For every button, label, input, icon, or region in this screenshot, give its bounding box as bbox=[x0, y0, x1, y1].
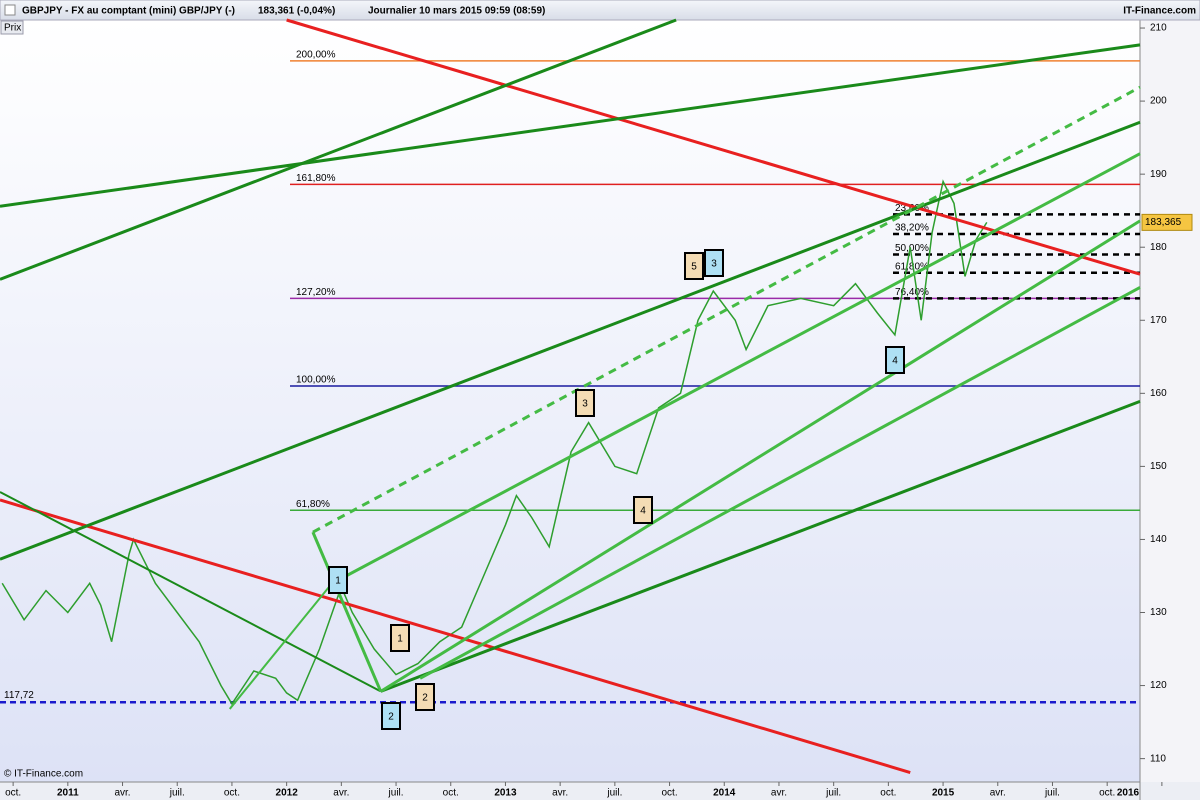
trendline bbox=[312, 85, 1141, 534]
retracement-label: 50,00% bbox=[895, 243, 929, 254]
brand: IT-Finance.com bbox=[1123, 6, 1196, 17]
x-tick-label: avr. bbox=[771, 788, 787, 799]
last-price-box bbox=[1141, 213, 1193, 231]
fib-label: 200,00% bbox=[296, 50, 336, 61]
trendline bbox=[0, 43, 1141, 208]
y-tick-label: 170 bbox=[1150, 315, 1167, 326]
fib-label: 127,20% bbox=[296, 287, 336, 298]
x-tick-label: oct. bbox=[5, 788, 21, 799]
y-tick-label: 140 bbox=[1150, 534, 1167, 545]
axis-label-box bbox=[0, 20, 24, 35]
x-tick-label: avr. bbox=[114, 788, 130, 799]
wave-box bbox=[390, 624, 410, 652]
x-tick-label: avr. bbox=[990, 788, 1006, 799]
x-tick-label: avr. bbox=[333, 788, 349, 799]
wave-box bbox=[684, 252, 704, 280]
x-tick-label: 2014 bbox=[713, 788, 736, 799]
x-tick-label: avr. bbox=[552, 788, 568, 799]
y-tick-label: 190 bbox=[1150, 169, 1167, 180]
trendline bbox=[419, 286, 1141, 680]
y-tick-label: 130 bbox=[1150, 607, 1167, 618]
plot-area bbox=[0, 20, 1140, 782]
x-tick-label: 2015 bbox=[932, 788, 955, 799]
trendline bbox=[286, 18, 1141, 276]
x-tick-label: 2012 bbox=[276, 788, 299, 799]
instrument: GBPJPY - FX au comptant (mini) GBP/JPY (… bbox=[22, 6, 235, 17]
x-axis-strip bbox=[0, 782, 1200, 800]
retracement-label: 76,40% bbox=[895, 287, 929, 298]
x-tick-label: juil. bbox=[169, 788, 185, 799]
x-tick-label: oct. bbox=[661, 788, 677, 799]
fib-label: 100,00% bbox=[296, 375, 336, 386]
wave-label: 1 bbox=[397, 634, 403, 645]
retracement-label: 38,20% bbox=[895, 223, 929, 234]
trendline bbox=[0, 491, 382, 693]
wave-box bbox=[885, 346, 905, 374]
wave-label: 5 bbox=[691, 262, 697, 273]
wave-box bbox=[633, 496, 653, 524]
y-tick-label: 120 bbox=[1150, 680, 1167, 691]
wave-box bbox=[415, 683, 435, 711]
trendline bbox=[311, 531, 383, 692]
x-tick-label: juil. bbox=[388, 788, 404, 799]
y-tick-label: 160 bbox=[1150, 388, 1167, 399]
y-tick-label: 180 bbox=[1150, 242, 1167, 253]
x-tick-label: juil. bbox=[606, 788, 622, 799]
wave-label: 3 bbox=[582, 399, 588, 410]
fib-label: 161,80% bbox=[296, 173, 336, 184]
menu-icon[interactable] bbox=[4, 4, 16, 16]
x-tick-label: oct. bbox=[880, 788, 896, 799]
last-price: 183,365 bbox=[1145, 217, 1182, 228]
retracement-label: 61,80% bbox=[895, 261, 929, 272]
copyright: © IT-Finance.com bbox=[4, 769, 83, 780]
x-tick-label: 2011 bbox=[57, 788, 79, 799]
wave-box bbox=[704, 249, 724, 277]
wave-label: 3 bbox=[711, 259, 717, 270]
wave-label: 4 bbox=[892, 356, 898, 367]
wave-box bbox=[575, 389, 595, 417]
price-line bbox=[1, 179, 988, 706]
wave-label: 1 bbox=[335, 576, 341, 587]
wave-label: 4 bbox=[640, 506, 646, 517]
wave-box bbox=[381, 702, 401, 730]
period: Journalier 10 mars 2015 09:59 (08:59) bbox=[368, 6, 545, 17]
x-tick-label: oct. bbox=[443, 788, 459, 799]
x-tick-label: oct. bbox=[1099, 788, 1115, 799]
trendline bbox=[0, 18, 677, 281]
y-tick-label: 150 bbox=[1150, 461, 1167, 472]
wave-label: 2 bbox=[422, 693, 428, 704]
trendline bbox=[338, 152, 1141, 581]
trendline bbox=[379, 219, 1141, 693]
trendline bbox=[228, 573, 340, 710]
y-tick-label: 200 bbox=[1150, 96, 1167, 107]
support-label: 117,72 bbox=[4, 690, 34, 701]
axis-label: Prix bbox=[4, 23, 21, 34]
fib-label: 61,80% bbox=[296, 499, 330, 510]
wave-label: 2 bbox=[388, 712, 394, 723]
quote: 183,361 (-0,04%) bbox=[258, 6, 335, 17]
y-tick-label: 210 bbox=[1150, 23, 1167, 34]
x-tick-label: oct. bbox=[224, 788, 240, 799]
y-axis-strip bbox=[1140, 20, 1200, 800]
header-bar bbox=[0, 0, 1200, 21]
y-tick-label: 110 bbox=[1150, 753, 1166, 764]
wave-box bbox=[328, 566, 348, 594]
x-tick-label: juil. bbox=[825, 788, 841, 799]
trendline bbox=[380, 399, 1141, 693]
trendline bbox=[0, 120, 1141, 561]
x-tick-label: 2013 bbox=[494, 788, 517, 799]
x-tick-label: 2016 bbox=[1117, 788, 1140, 799]
trendline bbox=[0, 498, 911, 774]
x-tick-label: juil. bbox=[1044, 788, 1060, 799]
